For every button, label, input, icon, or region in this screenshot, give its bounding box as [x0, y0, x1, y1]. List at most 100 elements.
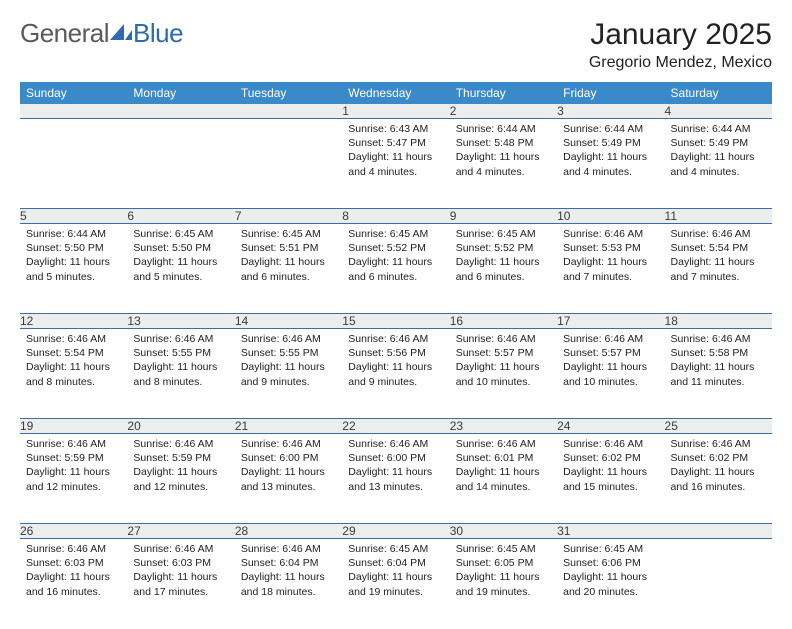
logo: General Blue — [20, 18, 183, 49]
day-number — [235, 104, 342, 119]
day-number: 2 — [450, 104, 557, 119]
day-number: 15 — [342, 314, 449, 329]
day-header: Tuesday — [235, 82, 342, 104]
day-details: Sunrise: 6:45 AMSunset: 5:51 PMDaylight:… — [235, 224, 342, 290]
day-number: 27 — [127, 524, 234, 539]
day-number: 23 — [450, 419, 557, 434]
day-details: Sunrise: 6:46 AMSunset: 6:01 PMDaylight:… — [450, 434, 557, 500]
day-details: Sunrise: 6:46 AMSunset: 6:03 PMDaylight:… — [127, 539, 234, 605]
day-number: 3 — [557, 104, 664, 119]
day-cell: Sunrise: 6:46 AMSunset: 5:54 PMDaylight:… — [20, 329, 127, 419]
day-number: 20 — [127, 419, 234, 434]
week-row: Sunrise: 6:46 AMSunset: 5:59 PMDaylight:… — [20, 434, 772, 524]
day-number: 5 — [20, 209, 127, 224]
day-number: 31 — [557, 524, 664, 539]
day-details: Sunrise: 6:46 AMSunset: 5:58 PMDaylight:… — [665, 329, 772, 395]
daynum-row: 19202122232425 — [20, 419, 772, 434]
day-details: Sunrise: 6:46 AMSunset: 5:53 PMDaylight:… — [557, 224, 664, 290]
day-details: Sunrise: 6:46 AMSunset: 5:59 PMDaylight:… — [20, 434, 127, 500]
day-cell: Sunrise: 6:45 AMSunset: 5:52 PMDaylight:… — [342, 224, 449, 314]
day-details: Sunrise: 6:44 AMSunset: 5:49 PMDaylight:… — [557, 119, 664, 185]
day-cell: Sunrise: 6:44 AMSunset: 5:48 PMDaylight:… — [450, 119, 557, 209]
day-cell: Sunrise: 6:45 AMSunset: 5:52 PMDaylight:… — [450, 224, 557, 314]
day-number: 6 — [127, 209, 234, 224]
day-cell: Sunrise: 6:46 AMSunset: 6:03 PMDaylight:… — [20, 539, 127, 629]
day-details: Sunrise: 6:43 AMSunset: 5:47 PMDaylight:… — [342, 119, 449, 185]
day-header: Sunday — [20, 82, 127, 104]
day-cell: Sunrise: 6:44 AMSunset: 5:49 PMDaylight:… — [557, 119, 664, 209]
logo-sail-icon — [110, 18, 132, 49]
day-cell: Sunrise: 6:45 AMSunset: 6:04 PMDaylight:… — [342, 539, 449, 629]
day-cell — [665, 539, 772, 629]
day-details: Sunrise: 6:46 AMSunset: 5:56 PMDaylight:… — [342, 329, 449, 395]
day-cell: Sunrise: 6:46 AMSunset: 5:55 PMDaylight:… — [127, 329, 234, 419]
day-details: Sunrise: 6:46 AMSunset: 5:54 PMDaylight:… — [20, 329, 127, 395]
day-details: Sunrise: 6:45 AMSunset: 6:05 PMDaylight:… — [450, 539, 557, 605]
day-number: 26 — [20, 524, 127, 539]
day-number: 22 — [342, 419, 449, 434]
day-number: 9 — [450, 209, 557, 224]
day-number: 8 — [342, 209, 449, 224]
day-details: Sunrise: 6:45 AMSunset: 6:06 PMDaylight:… — [557, 539, 664, 605]
day-number — [127, 104, 234, 119]
day-number: 10 — [557, 209, 664, 224]
day-details: Sunrise: 6:45 AMSunset: 5:50 PMDaylight:… — [127, 224, 234, 290]
day-cell: Sunrise: 6:45 AMSunset: 6:05 PMDaylight:… — [450, 539, 557, 629]
day-cell: Sunrise: 6:46 AMSunset: 5:53 PMDaylight:… — [557, 224, 664, 314]
week-row: Sunrise: 6:43 AMSunset: 5:47 PMDaylight:… — [20, 119, 772, 209]
title-block: January 2025 Gregorio Mendez, Mexico — [589, 18, 772, 72]
day-details: Sunrise: 6:46 AMSunset: 5:59 PMDaylight:… — [127, 434, 234, 500]
day-number: 24 — [557, 419, 664, 434]
day-number: 21 — [235, 419, 342, 434]
day-cell: Sunrise: 6:43 AMSunset: 5:47 PMDaylight:… — [342, 119, 449, 209]
day-details: Sunrise: 6:46 AMSunset: 5:57 PMDaylight:… — [557, 329, 664, 395]
day-number: 16 — [450, 314, 557, 329]
calendar-table: SundayMondayTuesdayWednesdayThursdayFrid… — [20, 82, 772, 629]
day-details: Sunrise: 6:46 AMSunset: 6:00 PMDaylight:… — [235, 434, 342, 500]
day-cell: Sunrise: 6:45 AMSunset: 6:06 PMDaylight:… — [557, 539, 664, 629]
day-cell: Sunrise: 6:46 AMSunset: 5:59 PMDaylight:… — [127, 434, 234, 524]
day-cell: Sunrise: 6:45 AMSunset: 5:50 PMDaylight:… — [127, 224, 234, 314]
day-details: Sunrise: 6:46 AMSunset: 5:55 PMDaylight:… — [127, 329, 234, 395]
day-number: 4 — [665, 104, 772, 119]
day-cell: Sunrise: 6:46 AMSunset: 5:57 PMDaylight:… — [450, 329, 557, 419]
day-number: 7 — [235, 209, 342, 224]
week-row: Sunrise: 6:46 AMSunset: 5:54 PMDaylight:… — [20, 329, 772, 419]
daynum-row: 12131415161718 — [20, 314, 772, 329]
day-details: Sunrise: 6:46 AMSunset: 6:00 PMDaylight:… — [342, 434, 449, 500]
day-details: Sunrise: 6:46 AMSunset: 6:04 PMDaylight:… — [235, 539, 342, 605]
day-number: 29 — [342, 524, 449, 539]
day-cell: Sunrise: 6:46 AMSunset: 6:00 PMDaylight:… — [342, 434, 449, 524]
day-cell — [127, 119, 234, 209]
day-cell: Sunrise: 6:46 AMSunset: 5:59 PMDaylight:… — [20, 434, 127, 524]
location: Gregorio Mendez, Mexico — [589, 54, 772, 72]
day-cell: Sunrise: 6:46 AMSunset: 6:01 PMDaylight:… — [450, 434, 557, 524]
day-header: Wednesday — [342, 82, 449, 104]
day-number: 1 — [342, 104, 449, 119]
day-number: 25 — [665, 419, 772, 434]
day-details: Sunrise: 6:45 AMSunset: 5:52 PMDaylight:… — [450, 224, 557, 290]
day-number: 17 — [557, 314, 664, 329]
day-details: Sunrise: 6:46 AMSunset: 6:02 PMDaylight:… — [557, 434, 664, 500]
day-header: Monday — [127, 82, 234, 104]
day-header: Thursday — [450, 82, 557, 104]
month-title: January 2025 — [589, 18, 772, 52]
logo-text-blue: Blue — [133, 18, 183, 49]
day-cell: Sunrise: 6:45 AMSunset: 5:51 PMDaylight:… — [235, 224, 342, 314]
day-cell: Sunrise: 6:44 AMSunset: 5:50 PMDaylight:… — [20, 224, 127, 314]
day-cell: Sunrise: 6:46 AMSunset: 6:03 PMDaylight:… — [127, 539, 234, 629]
day-cell: Sunrise: 6:46 AMSunset: 6:02 PMDaylight:… — [557, 434, 664, 524]
logo-text-general: General — [20, 18, 109, 49]
week-row: Sunrise: 6:46 AMSunset: 6:03 PMDaylight:… — [20, 539, 772, 629]
day-number: 28 — [235, 524, 342, 539]
day-cell: Sunrise: 6:46 AMSunset: 6:02 PMDaylight:… — [665, 434, 772, 524]
day-header: Friday — [557, 82, 664, 104]
day-number: 18 — [665, 314, 772, 329]
day-cell: Sunrise: 6:46 AMSunset: 6:04 PMDaylight:… — [235, 539, 342, 629]
day-cell: Sunrise: 6:46 AMSunset: 5:58 PMDaylight:… — [665, 329, 772, 419]
day-details: Sunrise: 6:46 AMSunset: 6:02 PMDaylight:… — [665, 434, 772, 500]
day-header-row: SundayMondayTuesdayWednesdayThursdayFrid… — [20, 82, 772, 104]
day-number: 30 — [450, 524, 557, 539]
day-cell: Sunrise: 6:46 AMSunset: 5:56 PMDaylight:… — [342, 329, 449, 419]
day-details: Sunrise: 6:44 AMSunset: 5:48 PMDaylight:… — [450, 119, 557, 185]
